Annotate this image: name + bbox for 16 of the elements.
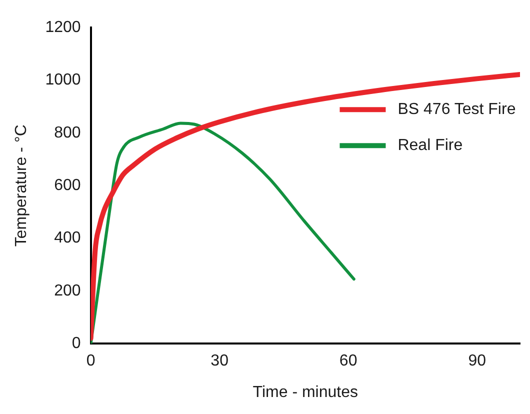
y-axis-title: Temperature - °C xyxy=(13,124,30,247)
x-tick-label: 0 xyxy=(86,352,96,370)
x-tick-label: 60 xyxy=(339,352,358,370)
x-tick-label: 30 xyxy=(210,352,229,370)
y-tick-label: 800 xyxy=(54,124,81,142)
y-tick-label: 200 xyxy=(54,282,81,300)
y-tick-label: 1200 xyxy=(45,19,81,36)
y-tick-label: 1000 xyxy=(45,72,81,89)
y-tick-label: 0 xyxy=(72,335,81,352)
legend-label: BS 476 Test Fire xyxy=(398,101,516,118)
x-axis-title: Time - minutes xyxy=(252,384,358,401)
y-tick-label: 400 xyxy=(54,230,81,247)
line-series xyxy=(90,122,356,344)
y-tick-label: 600 xyxy=(54,177,81,194)
legend-label: Real Fire xyxy=(398,137,463,154)
x-tick-label: 90 xyxy=(468,352,486,370)
